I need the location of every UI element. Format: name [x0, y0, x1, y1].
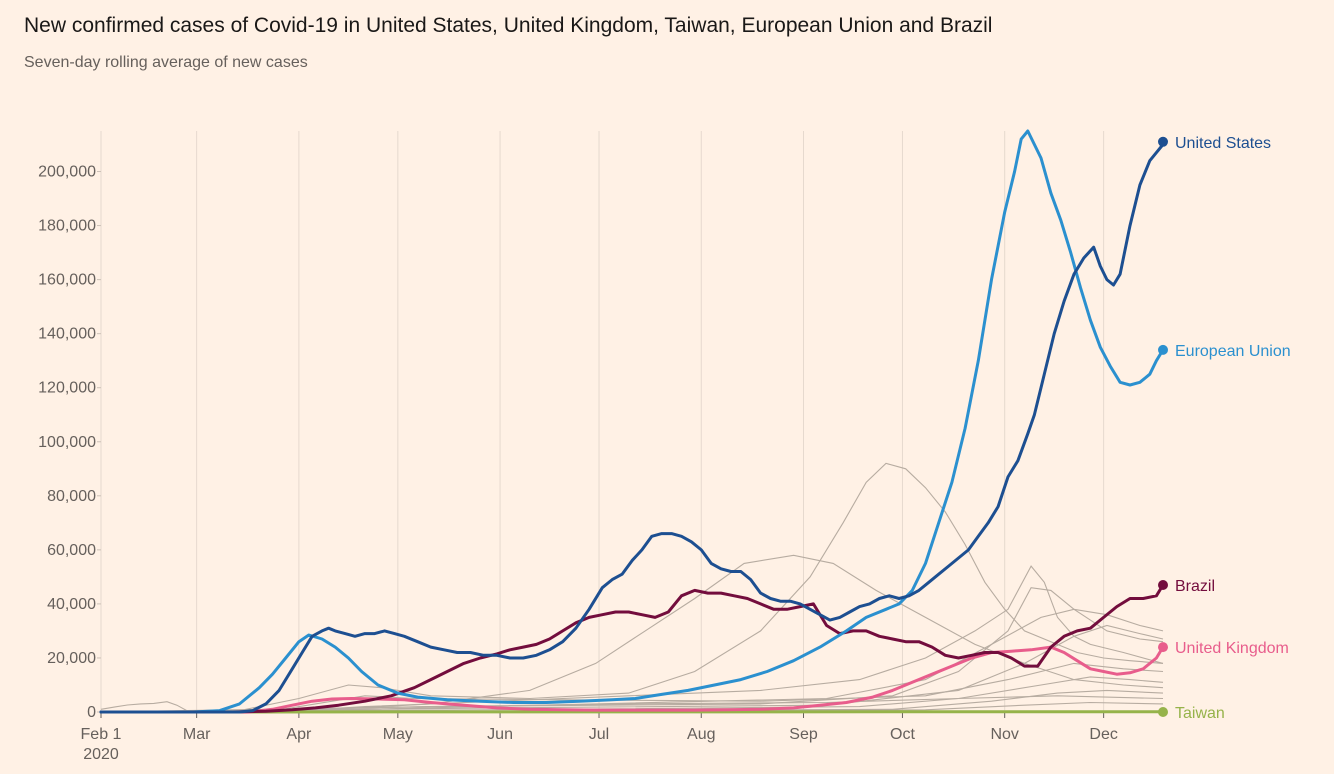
series-label-united-kingdom: United Kingdom [1175, 640, 1289, 657]
series-labels: United States European Union Brazil United … [1158, 135, 1291, 722]
y-axis: 0 20,000 40,000 60,000 80,000 100,000 120,000 1… [38, 164, 101, 721]
series-marker-united-states [1158, 136, 1168, 147]
series-label-united-states: United States [1175, 135, 1271, 152]
x-tick-label: Sep [789, 726, 818, 743]
series-line-united-states [99, 143, 1165, 714]
grid-lines [100, 131, 1105, 712]
y-tick-label: 40,000 [47, 596, 96, 613]
series-label-taiwan: Taiwan [1175, 705, 1225, 722]
series-marker-brazil [1158, 579, 1168, 590]
y-tick-label: 180,000 [38, 218, 96, 235]
highlighted-series [99, 129, 1165, 714]
series-line-european-union [99, 129, 1165, 714]
y-tick-label: 20,000 [47, 650, 96, 667]
y-tick-label: 60,000 [47, 542, 96, 559]
y-tick-label: 0 [87, 704, 96, 721]
y-tick-label: 140,000 [38, 326, 96, 343]
series-label-brazil: Brazil [1175, 578, 1215, 595]
series-marker-taiwan [1158, 707, 1168, 717]
series-marker-european-union [1158, 344, 1168, 355]
y-tick-label: 80,000 [47, 488, 96, 505]
x-tick-label: Oct [890, 726, 915, 743]
x-tick-label: Mar [183, 726, 211, 743]
y-tick-label: 200,000 [38, 164, 96, 181]
chart-title: New confirmed cases of Covid-19 in Unite… [24, 14, 993, 37]
y-tick-label: 120,000 [38, 380, 96, 397]
x-tick-label: May [383, 726, 413, 743]
x-tick-label: Jul [589, 726, 609, 743]
background-series-line [100, 608, 1164, 713]
x-tick-label: Apr [286, 726, 312, 743]
background-series [100, 462, 1164, 713]
y-tick-label: 100,000 [38, 434, 96, 451]
background-series-line [100, 624, 1164, 713]
background-series-line [101, 462, 1164, 713]
series-label-european-union: European Union [1175, 343, 1291, 360]
series-line-united-kingdom [99, 645, 1165, 714]
y-tick-label: 160,000 [38, 272, 96, 289]
x-tick-sublabel: 2020 [83, 746, 119, 763]
series-marker-united-kingdom [1158, 642, 1168, 653]
x-tick-label: Dec [1089, 726, 1117, 743]
background-series-line [100, 587, 1164, 713]
x-axis: Feb 1 2020 Mar Apr May Jun Jul Aug Sep Oct Nov Dec [81, 711, 1163, 763]
x-tick-label: Aug [687, 726, 715, 743]
series-line-brazil [99, 583, 1165, 714]
chart-subtitle: Seven-day rolling average of new cases [24, 54, 308, 71]
x-tick-label: Nov [990, 726, 1018, 743]
x-tick-label: Feb 1 [81, 726, 122, 743]
x-tick-label: Jun [487, 726, 513, 743]
background-series-line [100, 695, 1164, 713]
